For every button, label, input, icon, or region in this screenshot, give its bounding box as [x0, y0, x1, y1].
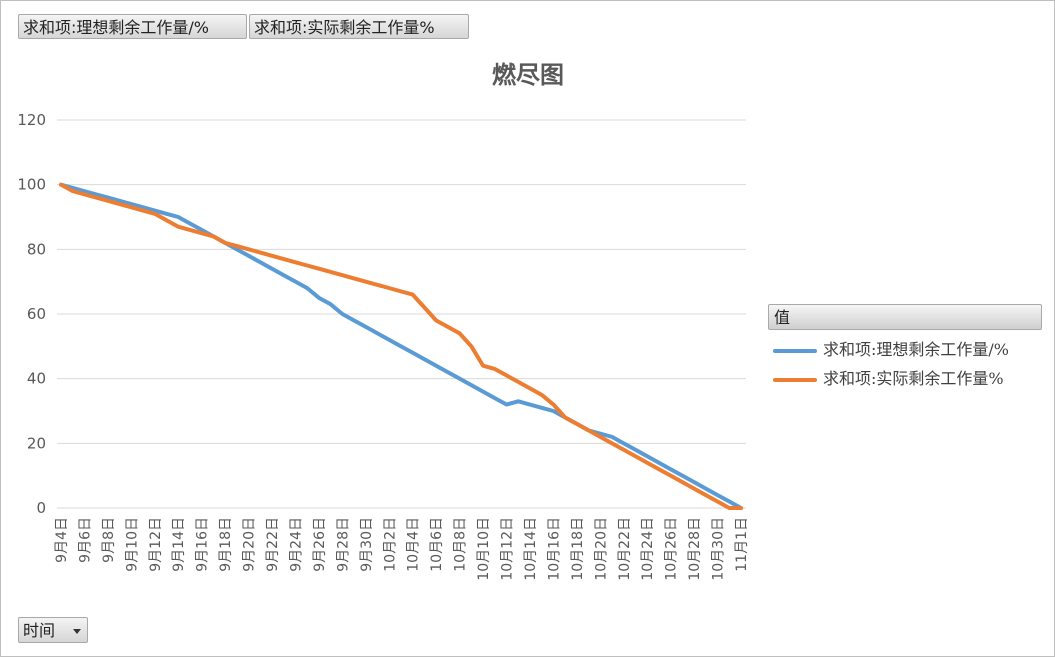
x-tick-label: 10月20日 [593, 517, 609, 581]
x-tick-label: 10月16日 [546, 517, 562, 581]
series-line-actual [59, 182, 743, 510]
x-tick-label: 9月10日 [124, 517, 140, 572]
x-tick-label: 10月4日 [406, 517, 422, 572]
legend-label-ideal: 求和项:理想剩余工作量/% [823, 340, 1009, 359]
legend-values-header[interactable]: 值 [768, 304, 1042, 330]
legend-item-actual: 求和项:实际剩余工作量% [773, 369, 1004, 389]
x-tick-label: 10月12日 [500, 517, 516, 581]
x-tick-label: 9月24日 [288, 517, 304, 572]
x-tick-label: 9月26日 [312, 517, 328, 572]
time-filter-label: 时间 [23, 621, 56, 640]
field-button-actual[interactable]: 求和项:实际剩余工作量% [249, 14, 469, 39]
x-tick-label: 11月1日 [734, 517, 750, 572]
gridlines [57, 119, 746, 509]
x-tick-label: 9月14日 [171, 517, 187, 572]
y-tick-label: 60 [27, 305, 46, 323]
x-tick-label: 9月30日 [359, 517, 375, 572]
x-tick-label: 10月24日 [640, 517, 656, 581]
x-tick-label: 10月10日 [476, 517, 492, 581]
x-tick-label: 9月12日 [148, 517, 164, 572]
x-tick-label: 10月30日 [711, 517, 727, 581]
x-tick-label: 9月4日 [54, 517, 70, 563]
y-tick-label: 0 [36, 499, 46, 517]
time-axis-filter-dropdown[interactable]: 时间 [18, 617, 88, 643]
x-tick-label: 9月8日 [101, 517, 117, 563]
y-axis-ticks: 0 20 40 60 80 100 120 [17, 111, 46, 517]
x-tick-label: 10月14日 [523, 517, 539, 581]
legend-swatch-actual [773, 377, 817, 382]
x-tick-label: 9月18日 [218, 517, 234, 572]
legend-label-actual: 求和项:实际剩余工作量% [823, 369, 1004, 388]
x-tick-label: 10月18日 [570, 517, 586, 581]
x-tick-label: 10月2日 [382, 517, 398, 572]
series-line-ideal [59, 182, 743, 510]
x-tick-label: 10月28日 [687, 517, 703, 581]
x-tick-label: 9月28日 [335, 517, 351, 572]
x-axis-ticks: 9月4日 9月6日 9月8日 9月10日 9月12日 9月14日 9月16日 9月18日 9月2… [54, 517, 750, 581]
legend-item-ideal: 求和项:理想剩余工作量/% [773, 340, 1009, 360]
field-button-ideal[interactable]: 求和项:理想剩余工作量/% [18, 14, 247, 39]
chevron-down-icon [73, 629, 81, 634]
y-tick-label: 100 [17, 176, 46, 194]
chart-title: 燃尽图 [492, 60, 564, 89]
x-tick-label: 10月6日 [429, 517, 445, 572]
x-tick-label: 9月6日 [77, 517, 93, 563]
x-tick-label: 10月26日 [664, 517, 680, 581]
y-tick-label: 120 [17, 111, 46, 129]
y-tick-label: 80 [27, 240, 46, 258]
x-tick-label: 10月22日 [617, 517, 633, 581]
series-lines [59, 182, 743, 510]
y-tick-label: 20 [27, 434, 46, 452]
y-tick-label: 40 [27, 370, 46, 388]
x-tick-label: 9月22日 [265, 517, 281, 572]
x-tick-label: 9月16日 [195, 517, 211, 572]
x-tick-label: 9月20日 [242, 517, 258, 572]
x-tick-label: 10月8日 [453, 517, 469, 572]
legend-swatch-ideal [773, 348, 817, 353]
